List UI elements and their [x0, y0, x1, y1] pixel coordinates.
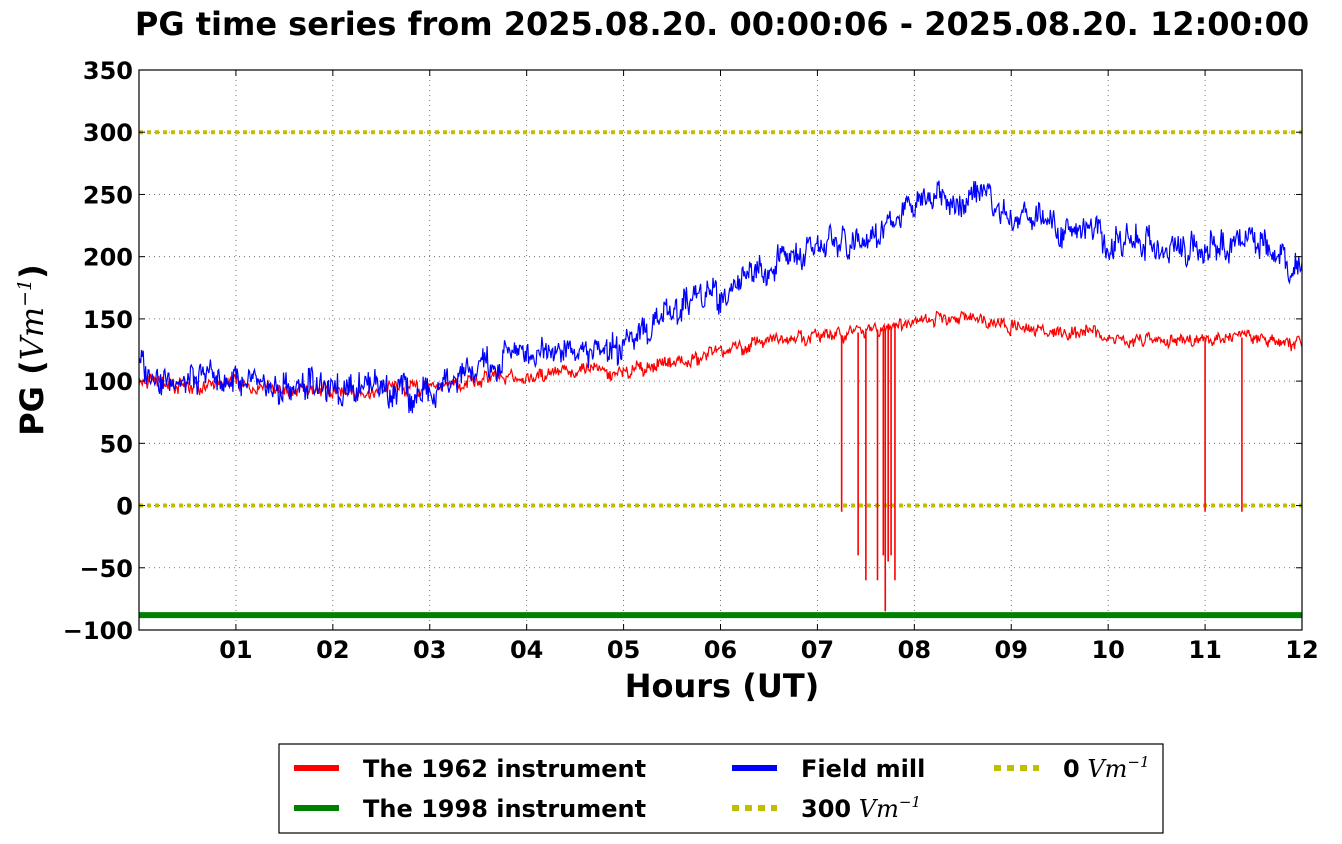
x-tick-label: 06 [704, 636, 737, 664]
x-tick-label: 12 [1285, 636, 1318, 664]
x-tick-label: 08 [898, 636, 931, 664]
y-tick-label: 100 [83, 368, 133, 396]
legend: The 1962 instrument The 1998 instrument Fi… [278, 743, 1164, 834]
x-axis-label: Hours (UT) [625, 667, 820, 705]
legend-label: The 1962 instrument [363, 755, 646, 783]
legend-box [278, 743, 1164, 834]
x-tick-label: 02 [316, 636, 349, 664]
series-field-mill [139, 180, 1302, 414]
y-tick-label: 300 [83, 119, 133, 147]
legend-label: Field mill [801, 755, 925, 783]
x-tick-label: 09 [995, 636, 1028, 664]
x-tick-label: 01 [219, 636, 252, 664]
y-tick-label: −50 [79, 555, 133, 583]
x-tick-label: 05 [607, 636, 640, 664]
y-tick-label: 0 [116, 493, 133, 521]
y-tick-label: 250 [83, 181, 133, 209]
series-the-1962-instrument [139, 310, 1302, 401]
y-axis-label: PG (Vm−1) [13, 264, 51, 436]
legend-label: 300 Vm−1 [801, 793, 921, 823]
chart-title: PG time series from 2025.08.20. 00:00:06… [135, 5, 1309, 43]
legend-label: The 1998 instrument [363, 795, 646, 823]
y-tick-label: −100 [63, 617, 133, 645]
x-tick-label: 04 [510, 636, 543, 664]
y-tick-label: 350 [83, 57, 133, 85]
plot-area: 01 02 03 04 05 06 07 08 09 10 11 12 −100 −50 0 50 100 150… [63, 57, 1319, 664]
y-tick-label: 200 [83, 244, 133, 272]
x-tick-label: 03 [413, 636, 446, 664]
legend-label: 0 Vm−1 [1063, 753, 1150, 783]
y-tick-label: 50 [100, 430, 133, 458]
x-tick-label: 10 [1091, 636, 1124, 664]
series-group [139, 130, 1302, 619]
x-tick-label: 11 [1188, 636, 1221, 664]
x-tick-label: 07 [801, 636, 834, 664]
y-tick-label: 150 [83, 306, 133, 334]
